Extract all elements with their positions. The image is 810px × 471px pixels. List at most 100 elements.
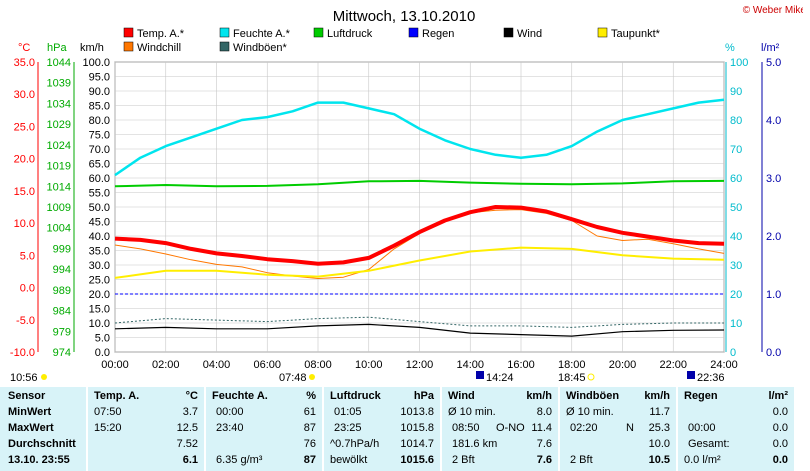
temp-tick-label: 15.0 [14, 186, 35, 198]
rain-min-value: 0.0 [772, 406, 788, 418]
wind-min-value: 8.0 [536, 406, 552, 418]
rain-tick-label: 5.0 [766, 57, 781, 69]
legend-swatch [503, 27, 514, 38]
temp-min-value: 3.7 [182, 406, 198, 418]
kmh-tick-label: 25.0 [89, 275, 110, 287]
time-tick-label: 24:00 [710, 359, 738, 371]
kmh-tick-label: 85.0 [89, 101, 110, 113]
press-header: Luftdruck [330, 390, 381, 402]
hpa-tick-label: 1019 [47, 161, 71, 173]
hum-abs-value: 6.35 g/m³ [216, 454, 263, 466]
series-temp-a [114, 205, 725, 266]
time-tick-label: 22:00 [659, 359, 687, 371]
rain-rate: 0.0 l/m² [684, 454, 721, 466]
pct-tick-label: 70 [730, 144, 742, 156]
kmh-tick-label: 75.0 [89, 130, 110, 142]
kmh-axis: 100.0 95.0 90.0 85.0 80.0 75.0 70.0 65.0 60.0 55.… [82, 57, 110, 359]
panel-rain: Regen l/m² 0.0 00:00 0.0 Gesamt: 0.0 0.0 l/… [678, 387, 794, 471]
time-axis: 00:00 02:00 04:00 06:00 08:00 10:00 12:00 14:00… [101, 359, 738, 371]
gust-avg-value: 10.0 [648, 438, 670, 450]
time-tick-label: 02:00 [152, 359, 180, 371]
temp-header: Temp. A. [94, 390, 140, 402]
time-tick-label: 10:00 [355, 359, 383, 371]
kmh-tick-label: 65.0 [89, 159, 110, 171]
pct-tick-label: 10 [730, 318, 742, 330]
wind-distance: 181.6 km [452, 438, 498, 450]
rain-current-value: 0.0 [772, 454, 788, 466]
temp-min-time: 07:50 [94, 406, 122, 418]
hpa-axis: 1044 1039 1034 1029 1024 1019 1014 1009 1004 999 9… [47, 57, 75, 359]
kmh-tick-label: 95.0 [89, 72, 110, 84]
wind-max-value: 11.4 [531, 422, 552, 434]
gust-min-value: 11.7 [649, 406, 670, 418]
press-unit-label: hPa [413, 390, 434, 402]
copyright: © Weber Mike [743, 5, 807, 16]
hpa-tick-label: 984 [53, 306, 71, 318]
hpa-tick-label: 999 [53, 243, 71, 255]
page-title: Mittwoch, 13.10.2010 [333, 8, 476, 25]
rain-tick-label: 2.0 [766, 231, 781, 243]
press-max-value: 1015.8 [400, 422, 434, 434]
series-luftdruck [114, 179, 725, 188]
gust-max-value: 25.3 [648, 422, 670, 434]
hpa-tick-label: 1044 [47, 57, 71, 69]
temp-tick-label: 25.0 [14, 121, 35, 133]
kmh-tick-label: 60.0 [89, 173, 110, 185]
gust-beaufort: 2 Bft [570, 454, 593, 466]
rain-max-time: 00:00 [688, 422, 716, 434]
temp-tick-label: 20.0 [14, 154, 35, 166]
moonset-time: 22:36 [697, 372, 725, 384]
rain-total-value: 0.0 [772, 438, 788, 450]
hum-header: Feuchte A. [212, 390, 268, 402]
temp-max-time: 15:20 [94, 422, 122, 434]
sunrise-icon [309, 374, 315, 380]
legend: Temp. A.* Feuchte A.* Luftdruck Regen Wind Ta… [123, 27, 661, 54]
pct-tick-label: 100 [730, 57, 748, 69]
hpa-tick-label: 1024 [47, 140, 71, 152]
kmh-tick-label: 30.0 [89, 260, 110, 272]
wind-max-direction: O-NO [496, 422, 525, 434]
rain-unit-label: l/m² [768, 390, 788, 402]
pct-tick-label: 50 [730, 202, 742, 214]
rain-unit: l/m² [761, 42, 780, 54]
pct-unit: % [725, 42, 735, 54]
pct-tick-label: 90 [730, 86, 742, 98]
legend-label: Wind [517, 28, 542, 40]
summary-panel: Sensor MinWert MaxWert Durchschnitt 13.1… [0, 387, 810, 471]
time-tick-label: 08:00 [304, 359, 332, 371]
wind-unit-label: km/h [526, 390, 552, 402]
rain-total-label: Gesamt: [688, 438, 730, 450]
legend-swatch [408, 27, 419, 38]
moonset-icon [687, 371, 695, 379]
hum-max-value: 87 [303, 422, 316, 434]
chart-series [114, 98, 725, 337]
hpa-tick-label: 1029 [47, 119, 71, 131]
hpa-tick-label: 994 [53, 264, 71, 276]
hum-min-value: 61 [303, 406, 316, 418]
hpa-tick-label: 1014 [47, 181, 71, 193]
legend-label: Feuchte A.* [233, 28, 291, 40]
rain-tick-label: 3.0 [766, 173, 781, 185]
hum-min-time: 00:00 [216, 406, 244, 418]
gust-current-value: 10.5 [648, 454, 670, 466]
press-avg-value: 1014.7 [400, 438, 434, 450]
legend-swatch [123, 27, 134, 38]
temp-tick-label: 5.0 [20, 250, 35, 262]
gust-min-label: Ø 10 min. [566, 406, 614, 418]
pct-tick-label: 80 [730, 115, 742, 127]
hpa-tick-label: 989 [53, 285, 71, 297]
time-tick-label: 20:00 [609, 359, 637, 371]
press-min-time: 01:05 [334, 406, 362, 418]
series-wind [114, 323, 725, 337]
kmh-tick-label: 45.0 [89, 217, 110, 229]
panel-labels: Sensor MinWert MaxWert Durchschnitt 13.1… [0, 387, 86, 471]
pct-tick-label: 60 [730, 173, 742, 185]
legend-swatch [219, 27, 230, 38]
temp-axis: 35.0 30.0 25.0 20.0 15.0 10.0 5.0 0.0 -5.0 -10.0 [10, 57, 39, 359]
rain-max-value: 0.0 [772, 422, 788, 434]
wind-current-value: 7.6 [536, 454, 552, 466]
temp-current-value: 6.1 [182, 454, 198, 466]
label-sensor: Sensor [8, 390, 46, 402]
weather-chart: Mittwoch, 13.10.2010 © Weber Mike °C hPa… [9, 5, 807, 384]
